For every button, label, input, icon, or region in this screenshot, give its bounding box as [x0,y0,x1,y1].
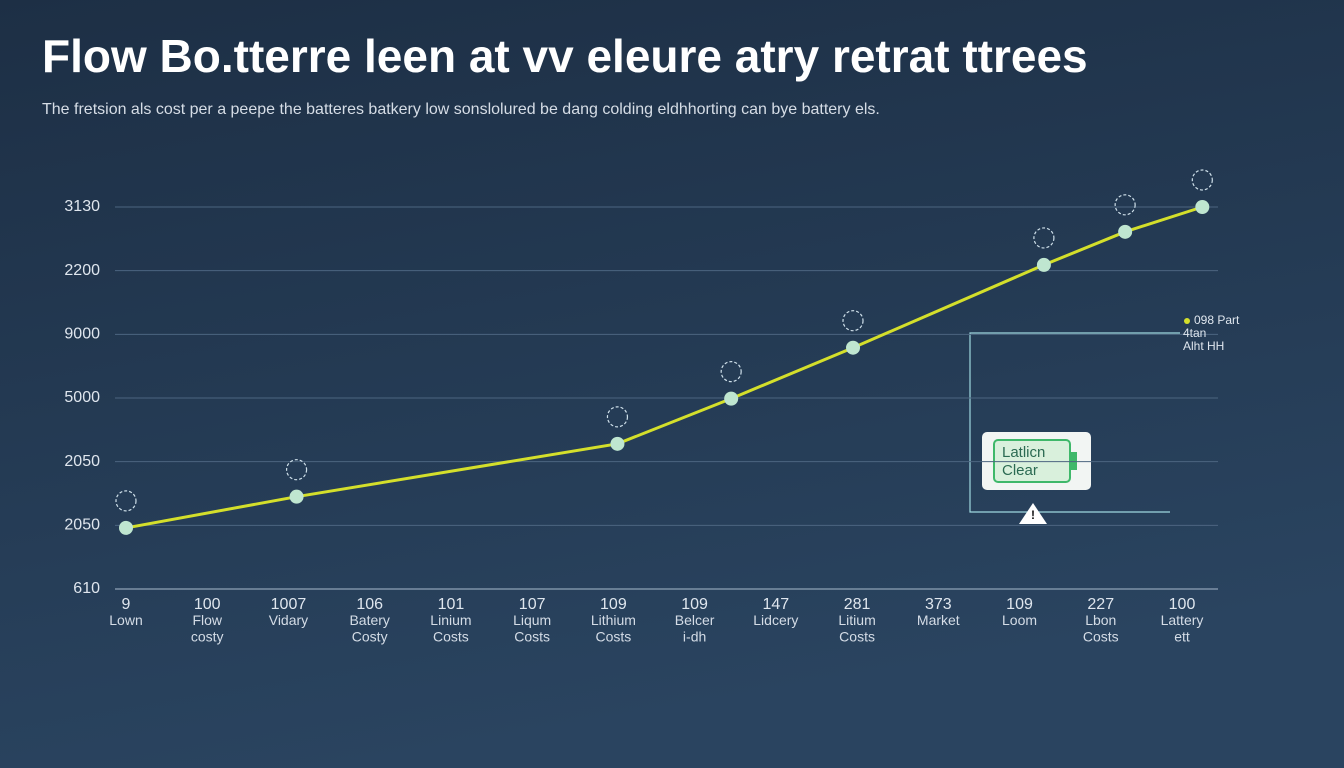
chart-subtitle: The fretsion als cost per a peepe the ba… [42,101,880,118]
legend-dot [1184,318,1190,324]
data-point [1195,200,1210,214]
data-point [724,391,739,406]
point-icon [1191,169,1213,191]
x-tick-label: 100 [1169,596,1196,613]
legend-label: 4tan [1183,326,1206,340]
point-icon [606,406,629,428]
data-point [610,436,625,451]
x-tick-label: Lidcery [753,612,798,628]
x-tick-label: Loom [1002,612,1037,628]
x-tick-label: 373 [925,596,952,613]
legend-label: 098 Part [1194,313,1240,327]
x-tick-label: Costs [433,629,469,645]
warning-icon [1019,503,1047,524]
y-tick-label: 9000 [64,326,100,343]
x-tick-label: 107 [519,596,546,613]
x-tick-label: 227 [1087,596,1114,613]
x-tick-label: i-dh [683,629,706,645]
callout-text: Clear [1002,462,1038,479]
data-point [119,520,133,535]
x-tick-label: 106 [356,596,383,613]
x-tick-label: 101 [438,596,465,613]
point-icon [285,459,308,481]
x-tick-label: Batery [349,612,389,628]
x-tick-label: Lattery [1161,612,1204,628]
x-tick-label: Litium [838,612,875,628]
x-tick-label: Flow [192,612,222,628]
x-tick-label: 281 [844,596,871,613]
data-point [1036,257,1051,272]
x-tick-label: 9 [122,596,131,613]
x-tick-label: Linium [430,612,471,628]
x-tick-label: 100 [194,596,221,613]
point-icon [1033,227,1055,249]
x-tick-label: Market [917,612,960,628]
point-icon [842,310,864,332]
x-tick-label: Lbon [1085,612,1116,628]
data-line [125,205,1203,530]
x-tick-label: Lown [109,612,142,628]
y-tick-label: 2050 [64,453,100,470]
point-icon [720,361,742,383]
data-point [846,340,861,355]
y-tick-label: 5000 [64,389,100,406]
legend-label: Alht HH [1183,339,1224,353]
y-tick-label: 2200 [64,262,100,279]
x-tick-label: Lithium [591,612,636,628]
data-point [289,489,304,504]
x-tick-label: Costs [514,629,550,645]
x-tick-label: 147 [762,596,789,613]
x-tick-label: Liqum [513,612,551,628]
callout: Latlicn Clear ! [969,332,1180,524]
callout-text: Latlicn [1002,444,1045,461]
x-tick-label: Belcer [675,612,715,628]
data-point [1118,224,1133,239]
x-tick-label: 109 [681,596,708,613]
x-tick-label: Costs [1083,629,1119,645]
x-tick-label: ett [1174,629,1190,645]
x-tick-label: costy [191,629,224,645]
x-tick-label: 109 [1006,596,1033,613]
y-tick-label: 2050 [64,517,100,534]
battery-tip [1070,452,1077,470]
point-icon [1114,194,1136,216]
x-tick-label: 109 [600,596,627,613]
x-tick-label: Vidary [269,612,308,628]
x-tick-label: 1007 [271,596,307,613]
point-icon [115,490,137,512]
callout-connector [969,332,1180,513]
warning-mark: ! [1031,508,1035,522]
chart-title: Flow Bo.tterre leen at vv eleure atry re… [42,30,1088,82]
x-tick-label: Costs [595,629,631,645]
y-tick-label: 3130 [64,198,100,215]
x-tick-label: Costy [352,629,388,645]
y-tick-label: 610 [73,580,100,597]
x-tick-label: Costs [839,629,875,645]
